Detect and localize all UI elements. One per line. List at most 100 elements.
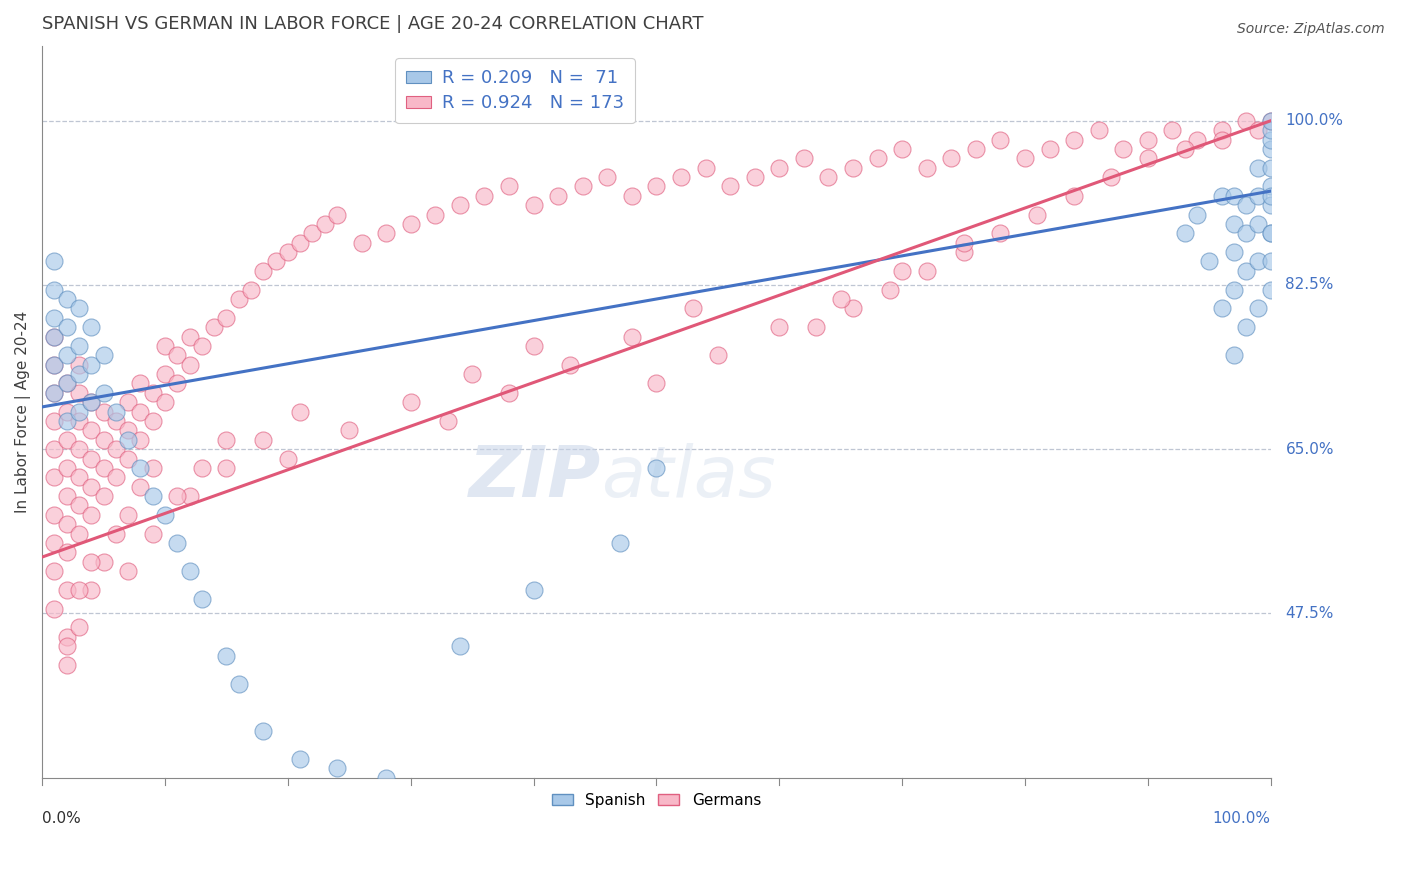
Point	[1185, 132, 1208, 146]
Point	[117, 508, 139, 522]
Point	[1260, 254, 1282, 268]
Point	[166, 348, 188, 362]
Point	[768, 320, 790, 334]
Point	[1099, 169, 1122, 184]
Point	[44, 536, 66, 550]
Point	[153, 508, 176, 522]
Point	[179, 358, 201, 372]
Point	[620, 189, 643, 203]
Point	[202, 320, 225, 334]
Point	[117, 395, 139, 409]
Point	[768, 161, 790, 175]
Point	[1234, 198, 1257, 212]
Point	[1247, 189, 1270, 203]
Point	[215, 461, 238, 475]
Point	[166, 376, 188, 391]
Point	[44, 310, 66, 325]
Point	[449, 639, 471, 653]
Point	[707, 348, 730, 362]
Point	[817, 169, 839, 184]
Point	[104, 414, 127, 428]
Point	[596, 169, 619, 184]
Point	[55, 320, 77, 334]
Point	[67, 620, 90, 634]
Point	[1223, 189, 1246, 203]
Point	[1223, 217, 1246, 231]
Point	[288, 235, 311, 250]
Point	[1260, 227, 1282, 241]
Point	[67, 385, 90, 400]
Point	[67, 582, 90, 597]
Point	[80, 555, 103, 569]
Point	[166, 536, 188, 550]
Point	[1014, 151, 1036, 165]
Point	[1174, 227, 1197, 241]
Point	[1136, 151, 1159, 165]
Point	[498, 179, 520, 194]
Point	[952, 245, 974, 260]
Point	[129, 433, 152, 447]
Point	[1247, 301, 1270, 316]
Point	[80, 508, 103, 522]
Point	[474, 189, 496, 203]
Point	[449, 198, 471, 212]
Point	[142, 526, 165, 541]
Point	[129, 376, 152, 391]
Point	[1260, 132, 1282, 146]
Point	[179, 329, 201, 343]
Point	[80, 320, 103, 334]
Point	[288, 404, 311, 418]
Point	[117, 433, 139, 447]
Point	[252, 433, 274, 447]
Point	[498, 385, 520, 400]
Point	[129, 404, 152, 418]
Point	[1136, 132, 1159, 146]
Point	[179, 489, 201, 503]
Text: Source: ZipAtlas.com: Source: ZipAtlas.com	[1237, 22, 1385, 37]
Text: 65.0%: 65.0%	[1285, 442, 1334, 457]
Point	[1211, 132, 1233, 146]
Text: atlas: atlas	[602, 443, 776, 512]
Point	[915, 161, 938, 175]
Point	[44, 254, 66, 268]
Point	[560, 358, 582, 372]
Point	[93, 555, 115, 569]
Point	[80, 395, 103, 409]
Point	[436, 414, 458, 428]
Point	[80, 358, 103, 372]
Point	[1211, 189, 1233, 203]
Point	[153, 395, 176, 409]
Point	[129, 461, 152, 475]
Text: 47.5%: 47.5%	[1285, 606, 1334, 621]
Point	[228, 292, 250, 306]
Point	[866, 151, 889, 165]
Point	[44, 358, 66, 372]
Point	[44, 358, 66, 372]
Point	[80, 582, 103, 597]
Point	[117, 564, 139, 578]
Point	[1063, 189, 1085, 203]
Point	[1247, 123, 1270, 137]
Point	[1211, 301, 1233, 316]
Point	[793, 151, 815, 165]
Point	[1260, 161, 1282, 175]
Point	[277, 451, 299, 466]
Point	[228, 677, 250, 691]
Point	[93, 489, 115, 503]
Point	[80, 451, 103, 466]
Point	[104, 526, 127, 541]
Point	[842, 301, 865, 316]
Point	[1223, 283, 1246, 297]
Point	[142, 489, 165, 503]
Point	[67, 526, 90, 541]
Point	[547, 189, 569, 203]
Point	[645, 179, 668, 194]
Point	[67, 358, 90, 372]
Point	[375, 771, 398, 785]
Point	[744, 169, 766, 184]
Point	[842, 161, 865, 175]
Point	[179, 564, 201, 578]
Point	[93, 461, 115, 475]
Point	[830, 292, 852, 306]
Point	[915, 264, 938, 278]
